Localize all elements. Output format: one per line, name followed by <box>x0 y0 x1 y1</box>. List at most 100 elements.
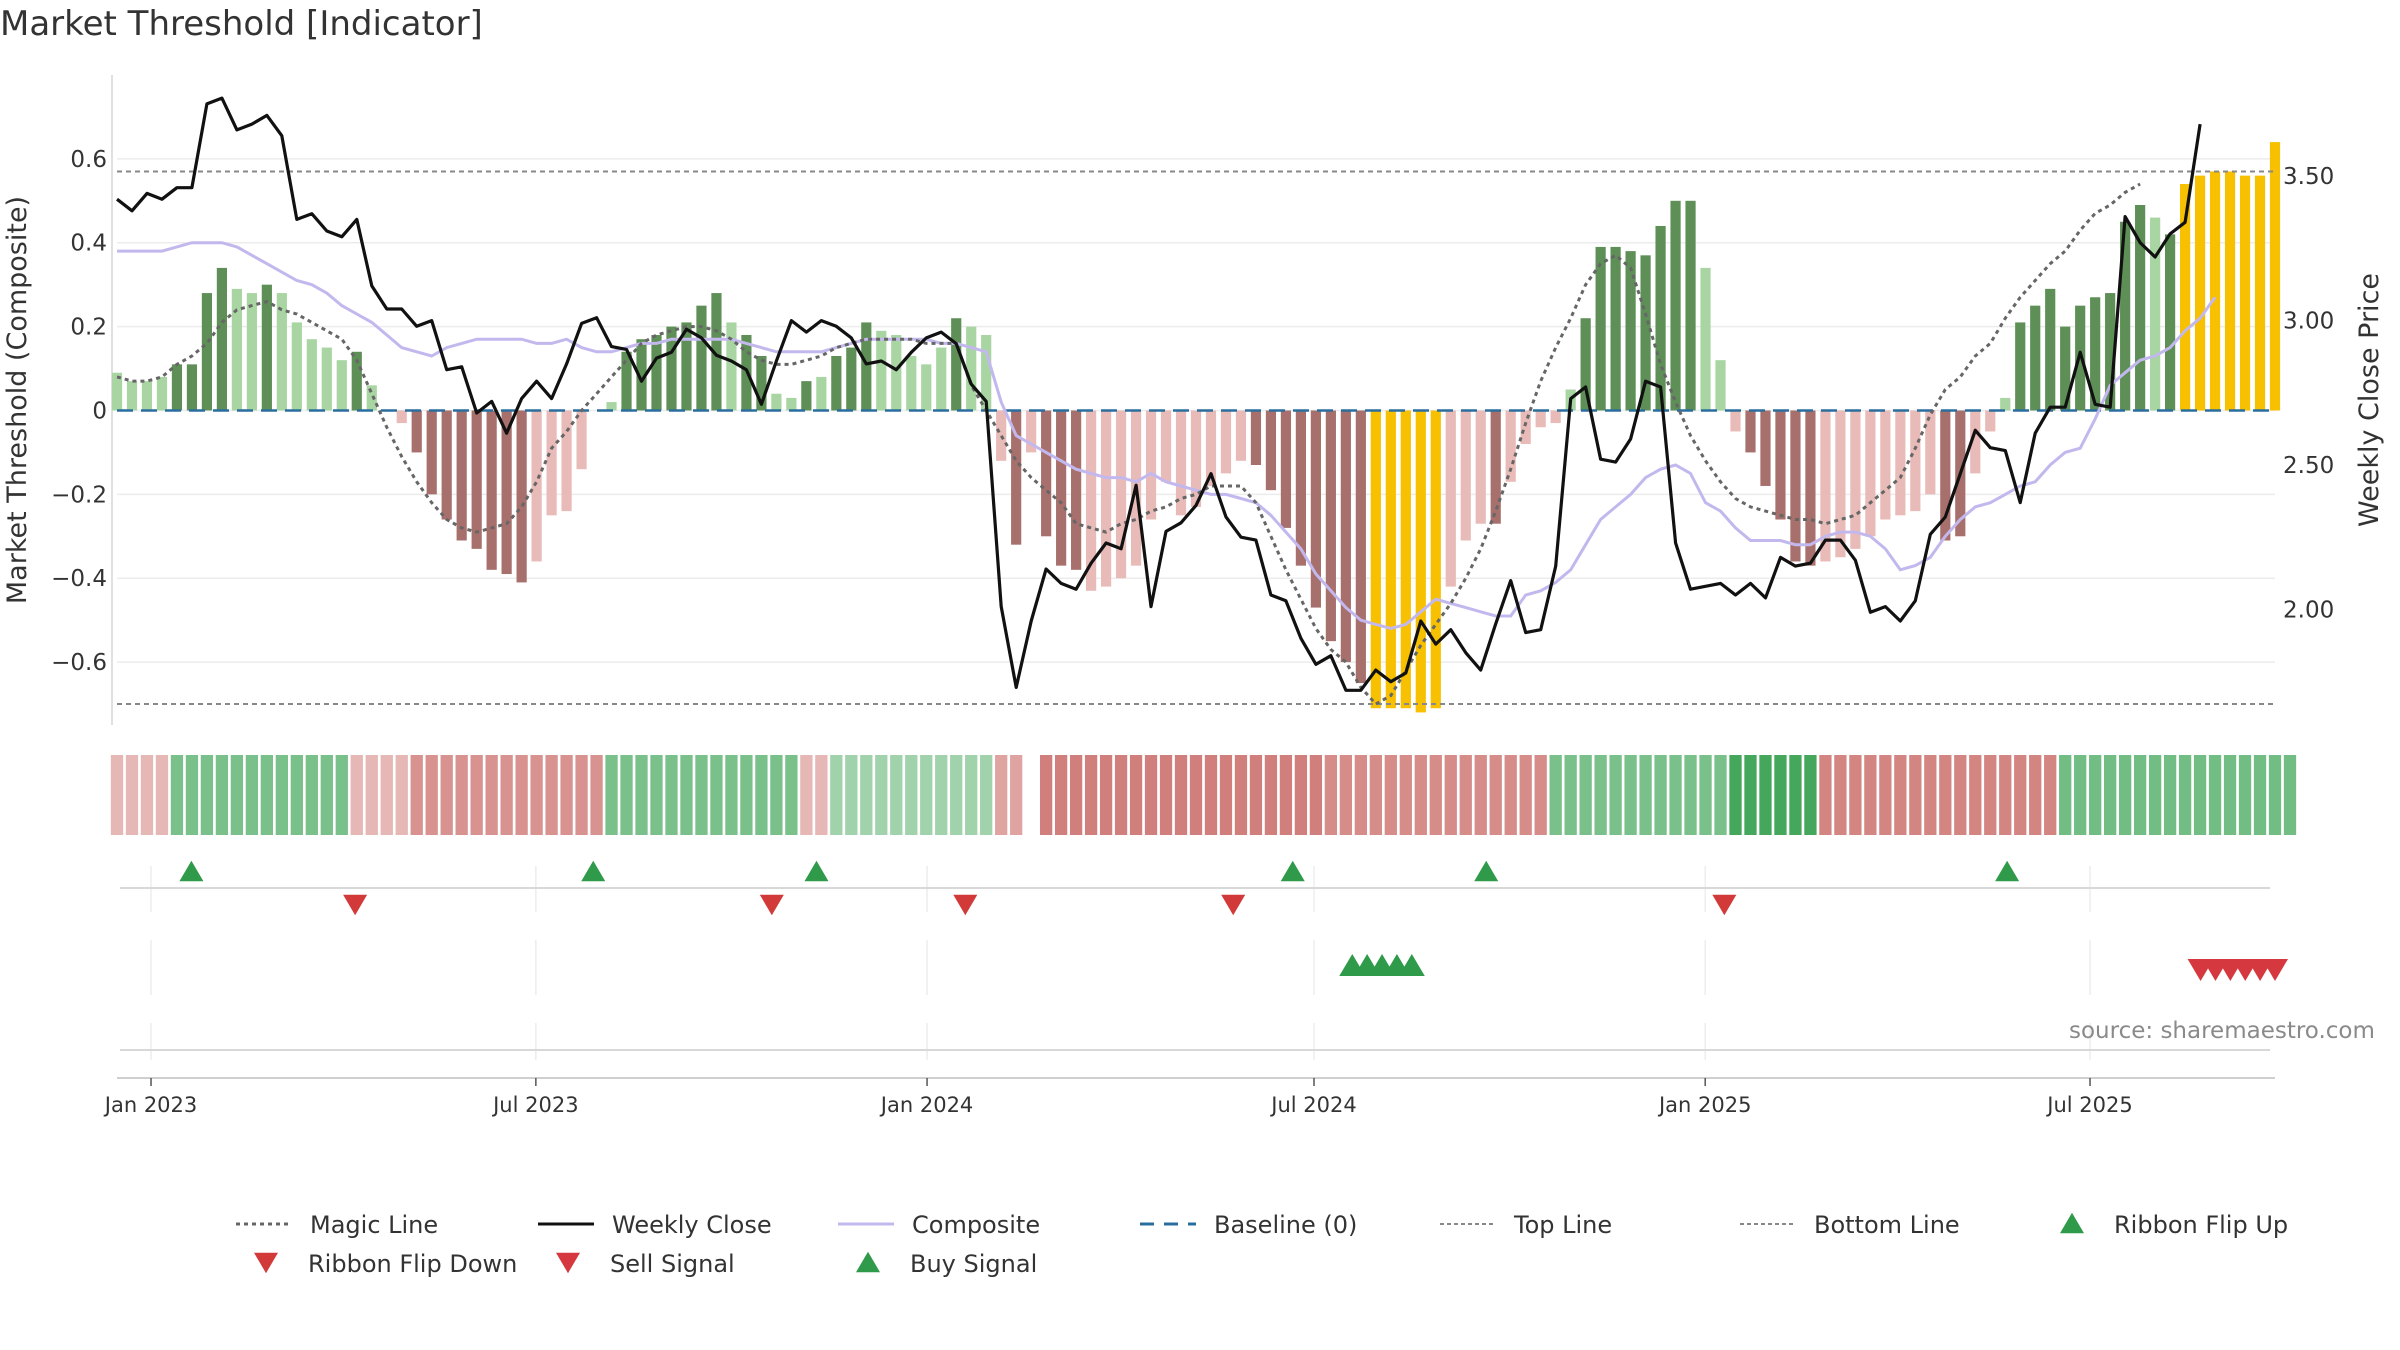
ribbon-cell <box>185 755 199 835</box>
composite-bar <box>1145 410 1157 520</box>
x-tick-label: Jan 2023 <box>103 1093 198 1117</box>
composite-bar <box>1880 410 1891 520</box>
legend-item: Composite <box>838 1211 1040 1239</box>
ribbon-cell <box>1804 755 1817 835</box>
ribbon-cell <box>1354 755 1367 835</box>
ribbon-cell <box>1774 755 1787 835</box>
composite-bar <box>141 381 153 411</box>
ribbon-cell <box>200 755 214 835</box>
composite-bar <box>1115 410 1127 579</box>
composite-bar <box>1071 410 1082 570</box>
legend-item: Baseline (0) <box>1140 1211 1357 1239</box>
legend-down-marker <box>556 1252 580 1274</box>
composite-bar <box>2105 293 2116 411</box>
composite-bar <box>1910 410 1921 512</box>
legend-item: Top Line <box>1440 1211 1612 1239</box>
ribbon-cell <box>785 755 798 835</box>
ribbon-cell <box>1819 755 1832 835</box>
ribbon-cell <box>2238 755 2252 835</box>
ribbon-cell <box>860 755 873 835</box>
ribbon-cell <box>1249 755 1263 835</box>
composite-bar <box>1730 410 1741 432</box>
ribbon-cell <box>1069 755 1083 835</box>
ribbon-cell <box>845 755 858 835</box>
composite-bar <box>1925 410 1936 495</box>
composite-bar <box>1011 410 1022 545</box>
ribbon-cell <box>1219 755 1233 835</box>
ribbon-cell <box>2223 755 2237 835</box>
ribbon-cell <box>1564 755 1577 835</box>
x-tick-label: Jul 2025 <box>2045 1093 2132 1117</box>
composite-bar <box>1805 410 1816 566</box>
y2-axis-label: Weekly Close Price <box>2354 273 2385 527</box>
ribbon-cell <box>1309 755 1323 835</box>
composite-bar <box>2179 184 2191 411</box>
ribbon-cell <box>830 755 843 835</box>
legend-label: Sell Signal <box>610 1250 735 1278</box>
legend-label: Ribbon Flip Up <box>2114 1211 2288 1239</box>
ribbon-cell <box>1444 755 1457 835</box>
composite-bar <box>276 293 287 411</box>
composite-bar <box>2209 171 2221 411</box>
composite-bar <box>711 293 722 411</box>
composite-bar <box>1595 246 1606 411</box>
ribbon-cell <box>515 755 528 835</box>
composite-bar <box>1490 410 1501 524</box>
y2-tick-label: 2.00 <box>2283 597 2334 623</box>
ribbon-cell <box>290 755 303 835</box>
ribbon-flip-down-marker <box>759 894 784 916</box>
composite-bar <box>801 381 812 411</box>
composite-bar <box>831 355 842 411</box>
ribbon-cell <box>1474 755 1487 835</box>
ribbon-cell <box>2208 755 2222 835</box>
ribbon-cell <box>1204 755 1218 835</box>
ribbon-cell <box>2268 755 2282 835</box>
ribbon-cell <box>560 755 573 835</box>
composite-bar <box>1640 255 1651 411</box>
composite-bar <box>636 339 647 411</box>
x-tick-label: Jan 2025 <box>1657 1093 1752 1117</box>
ribbon-cell <box>2074 755 2087 835</box>
composite-bar <box>561 410 572 512</box>
y-tick-label: 0.2 <box>70 315 107 341</box>
ribbon-cell <box>1129 755 1143 835</box>
ribbon-cell <box>1039 755 1053 835</box>
composite-bar <box>546 410 557 516</box>
composite-bar <box>756 355 767 411</box>
ribbon-cell <box>2163 755 2177 835</box>
legend-item: Buy Signal <box>910 1250 1037 1278</box>
ribbon-cell <box>1714 755 1727 835</box>
ribbon-cell <box>1729 755 1742 835</box>
y-tick-label: 0 <box>92 398 107 424</box>
composite-bar <box>1041 410 1052 537</box>
ribbon-cell <box>2014 755 2027 835</box>
buy-signal-marker <box>1398 953 1425 977</box>
ribbon-cell <box>275 755 288 835</box>
ribbon-cell <box>770 755 783 835</box>
composite-bar <box>2269 142 2281 411</box>
composite-bar <box>726 322 737 411</box>
composite-bar <box>1086 410 1097 591</box>
ribbon-flip-up-marker <box>804 860 829 882</box>
ribbon-cell <box>1414 755 1427 835</box>
composite-bar <box>126 381 138 411</box>
legend-label: Top Line <box>1513 1211 1612 1239</box>
ribbon-cell <box>1684 755 1697 835</box>
composite-bar <box>816 376 827 411</box>
ribbon-cell <box>1369 755 1382 835</box>
ribbon-cell <box>545 755 558 835</box>
legend-item: Ribbon Flip Down <box>308 1250 517 1278</box>
composite-bar <box>351 351 362 411</box>
legend-item: Weekly Close <box>538 1211 772 1239</box>
ribbon-cell <box>260 755 274 835</box>
ribbon-cell <box>980 755 993 835</box>
ribbon-cell <box>1384 755 1397 835</box>
ribbon-cell <box>365 755 378 835</box>
ribbon-cell <box>110 755 124 835</box>
y-tick-label: −0.4 <box>51 566 107 592</box>
ribbon-cell <box>2059 755 2072 835</box>
ribbon-cell <box>710 755 723 835</box>
composite-bar <box>666 326 677 411</box>
ribbon-cell <box>320 755 333 835</box>
